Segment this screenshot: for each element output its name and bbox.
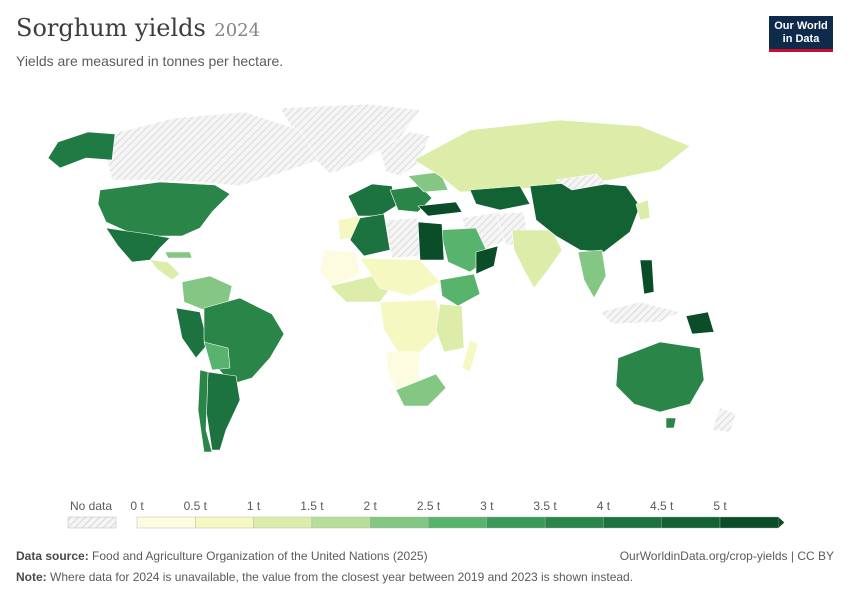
region-philippines[interactable]	[639, 259, 655, 295]
legend-bin-swatch[interactable]	[661, 516, 721, 529]
chart-title: Sorghum yields	[16, 14, 206, 42]
footer-url[interactable]: OurWorldinData.org/crop-yields | CC BY	[619, 549, 834, 563]
legend-bin-label: 0.5 t	[184, 499, 208, 513]
legend-bin-label: 5 t	[713, 499, 727, 513]
region-libya[interactable]	[385, 217, 421, 259]
region-niger-chad[interactable]	[359, 257, 441, 297]
legend-bin-swatch[interactable]	[311, 516, 371, 529]
region-egypt[interactable]	[417, 221, 445, 261]
region-algeria[interactable]	[349, 213, 391, 257]
footer-source-label: Data source:	[16, 549, 89, 563]
region-usa[interactable]	[97, 181, 231, 237]
region-chile[interactable]	[197, 369, 213, 453]
region-korea-japan[interactable]	[635, 199, 651, 221]
region-scandinavia[interactable]	[379, 131, 431, 177]
region-russia[interactable]	[413, 119, 691, 193]
chart-year: 2024	[214, 20, 261, 41]
owid-logo[interactable]: Our World in Data	[769, 16, 833, 52]
region-oman-yemen[interactable]	[475, 245, 499, 275]
region-tasmania[interactable]	[665, 417, 677, 429]
legend-no-data-swatch	[67, 516, 117, 529]
region-bolivia[interactable]	[203, 341, 231, 371]
chart-title-row: Sorghum yields 2024	[16, 14, 260, 42]
region-peru[interactable]	[175, 307, 209, 359]
legend-bin-swatch[interactable]	[428, 516, 487, 529]
legend-bin-swatch[interactable]	[486, 516, 546, 529]
legend-bin-swatch[interactable]	[603, 516, 662, 529]
footer-note-text: Where data for 2024 is unavailable, the …	[50, 570, 634, 584]
region-ethiopia[interactable]	[439, 273, 481, 307]
region-kazakhstan-central[interactable]	[469, 185, 531, 211]
region-mongolia[interactable]	[555, 173, 607, 191]
logo-line-1: Our World	[774, 20, 828, 32]
region-alaska[interactable]	[47, 131, 116, 169]
legend-bin-label: 3 t	[480, 499, 494, 513]
region-canada[interactable]	[104, 111, 319, 187]
region-sahel[interactable]	[319, 249, 361, 287]
legend-bin-label: 1.5 t	[300, 499, 324, 513]
region-india[interactable]	[511, 229, 563, 289]
logo-line-2: in Data	[782, 33, 820, 45]
legend-no-data-label: No data	[70, 499, 112, 513]
legend-bin-label: 1 t	[247, 499, 261, 513]
footer-note-label: Note:	[16, 570, 47, 584]
region-southern-africa[interactable]	[395, 373, 447, 407]
region-east-africa[interactable]	[435, 303, 465, 353]
legend-bin-swatch[interactable]	[544, 516, 604, 529]
region-turkey[interactable]	[417, 201, 463, 217]
legend-bin-label: 0 t	[130, 499, 144, 513]
legend-bin-label: 3.5 t	[533, 499, 557, 513]
legend-bin-swatch[interactable]	[253, 516, 313, 529]
legend-bin-swatch[interactable]	[370, 516, 429, 529]
region-mexico[interactable]	[105, 227, 171, 263]
region-central-america[interactable]	[149, 259, 181, 281]
region-papua[interactable]	[685, 311, 715, 335]
footer-source: Data source: Food and Agriculture Organi…	[16, 549, 428, 563]
region-brazil[interactable]	[203, 297, 285, 385]
region-new-zealand[interactable]	[711, 407, 737, 433]
legend-arrow-icon	[778, 517, 785, 528]
region-argentina[interactable]	[205, 371, 241, 451]
region-central-africa[interactable]	[379, 299, 445, 353]
chart-subtitle: Yields are measured in tonnes per hectar…	[16, 53, 284, 69]
map-legend: No data 0 t 0.5 t 1 t 1.5 t 2 t 2.5 t 3 t 3.5 t…	[67, 499, 785, 529]
legend-bin-label: 2 t	[364, 499, 378, 513]
region-eastern-europe[interactable]	[407, 171, 449, 193]
legend-bin-swatch[interactable]	[136, 516, 196, 529]
legend-bin-swatch[interactable]	[195, 516, 254, 529]
region-australia[interactable]	[615, 341, 705, 413]
legend-bin-label: 4 t	[597, 499, 611, 513]
legend-bin-label: 4.5 t	[650, 499, 674, 513]
region-myanmar-thailand[interactable]	[577, 249, 607, 299]
region-madagascar[interactable]	[461, 339, 479, 373]
region-indonesia[interactable]	[599, 301, 681, 325]
region-western-europe[interactable]	[347, 183, 397, 217]
region-cuba[interactable]	[164, 251, 193, 259]
footer-note: Note: Where data for 2024 is unavailable…	[16, 570, 633, 584]
legend-bin-label: 2.5 t	[417, 499, 441, 513]
footer-source-text: Food and Agriculture Organization of the…	[92, 549, 428, 563]
legend-bin-swatch[interactable]	[719, 516, 779, 529]
world-map[interactable]	[0, 90, 850, 490]
